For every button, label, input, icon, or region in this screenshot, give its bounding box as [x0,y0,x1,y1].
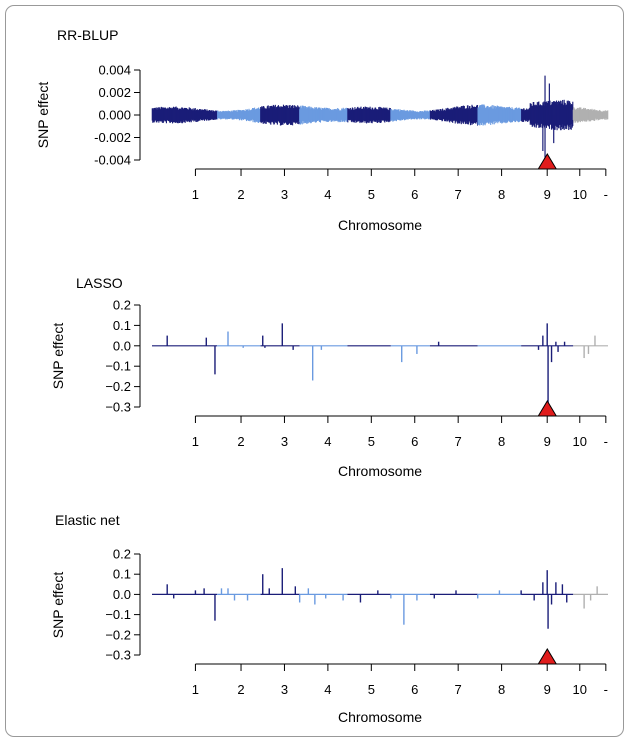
y-tick-label: −0.3 [105,648,131,663]
panel-3: Elastic net SNP effect −0.3 −0.2 −0.1 0.0 0.1 0… [50,512,608,725]
x-tick-label: 6 [411,682,418,697]
x-tick-label: 10 [573,682,587,697]
x-tick-label: 5 [368,434,375,449]
x-tick-label: 1 [192,187,199,202]
panel-2: LASSO SNP effect −0.3 −0.2 −0.1 0.0 0.1 0.2 1 2 3 4… [50,275,608,479]
y-tick-label: 0.2 [113,547,131,562]
x-tick-label: 2 [237,434,244,449]
x-tick-label: 4 [324,187,331,202]
x-tick-label: 10 [573,434,587,449]
x-tick-label: 9 [544,434,551,449]
y-tick-label: 0.1 [113,318,131,333]
y-tick-label: −0.3 [105,400,131,415]
panel-title: Elastic net [55,512,120,528]
x-tick-label: 10 [573,187,587,202]
y-tick-label: −0.1 [105,359,131,374]
y-tick-label: 0.002 [98,85,131,100]
y-tick-label: -0.002 [94,130,131,145]
panel-title: RR-BLUP [57,27,118,43]
x-tick-label: - [604,682,608,697]
x-tick-label: 8 [498,682,505,697]
x-tick-label: 7 [455,187,462,202]
qtl-marker-triangle [537,153,558,170]
y-axis-label: SNP effect [35,82,51,149]
x-tick-label: 4 [324,434,331,449]
x-tick-label: 5 [368,187,375,202]
panel-1: RR-BLUP SNP effect -0.004 -0.002 0.000 0.002 0… [35,27,609,233]
panel-title: LASSO [76,275,123,291]
figure-frame [5,5,624,737]
x-axis-label: Chromosome [338,217,422,233]
x-tick-label: 9 [544,187,551,202]
x-tick-label: 1 [192,434,199,449]
x-tick-label: 7 [455,682,462,697]
x-tick-label: 3 [281,434,288,449]
y-tick-label: 0.004 [98,63,131,78]
x-tick-label: 9 [544,682,551,697]
y-axis-label: SNP effect [50,572,66,639]
x-tick-label: 8 [498,187,505,202]
y-tick-label: 0.0 [113,587,131,602]
x-tick-label: 1 [192,682,199,697]
x-tick-label: 4 [324,682,331,697]
y-tick-label: −0.2 [105,627,131,642]
x-tick-label: - [604,187,608,202]
x-tick-label: 3 [281,682,288,697]
qtl-marker-triangle [537,400,558,417]
y-tick-label: 0.000 [98,108,131,123]
x-tick-label: 8 [498,434,505,449]
x-tick-label: 2 [237,187,244,202]
y-tick-label: -0.004 [94,153,131,168]
x-tick-label: 2 [237,682,244,697]
x-tick-label: 6 [411,434,418,449]
x-tick-label: 7 [455,434,462,449]
x-tick-label: - [604,434,608,449]
x-axis-label: Chromosome [338,709,422,725]
x-axis-label: Chromosome [338,463,422,479]
y-tick-label: 0.0 [113,338,131,353]
y-tick-label: 0.1 [113,567,131,582]
y-tick-label: 0.2 [113,298,131,313]
qtl-marker-triangle [537,648,558,665]
y-tick-label: −0.1 [105,607,131,622]
x-tick-label: 3 [281,187,288,202]
y-axis-label: SNP effect [50,323,66,390]
y-tick-label: −0.2 [105,379,131,394]
x-tick-label: 5 [368,682,375,697]
x-tick-label: 6 [411,187,418,202]
